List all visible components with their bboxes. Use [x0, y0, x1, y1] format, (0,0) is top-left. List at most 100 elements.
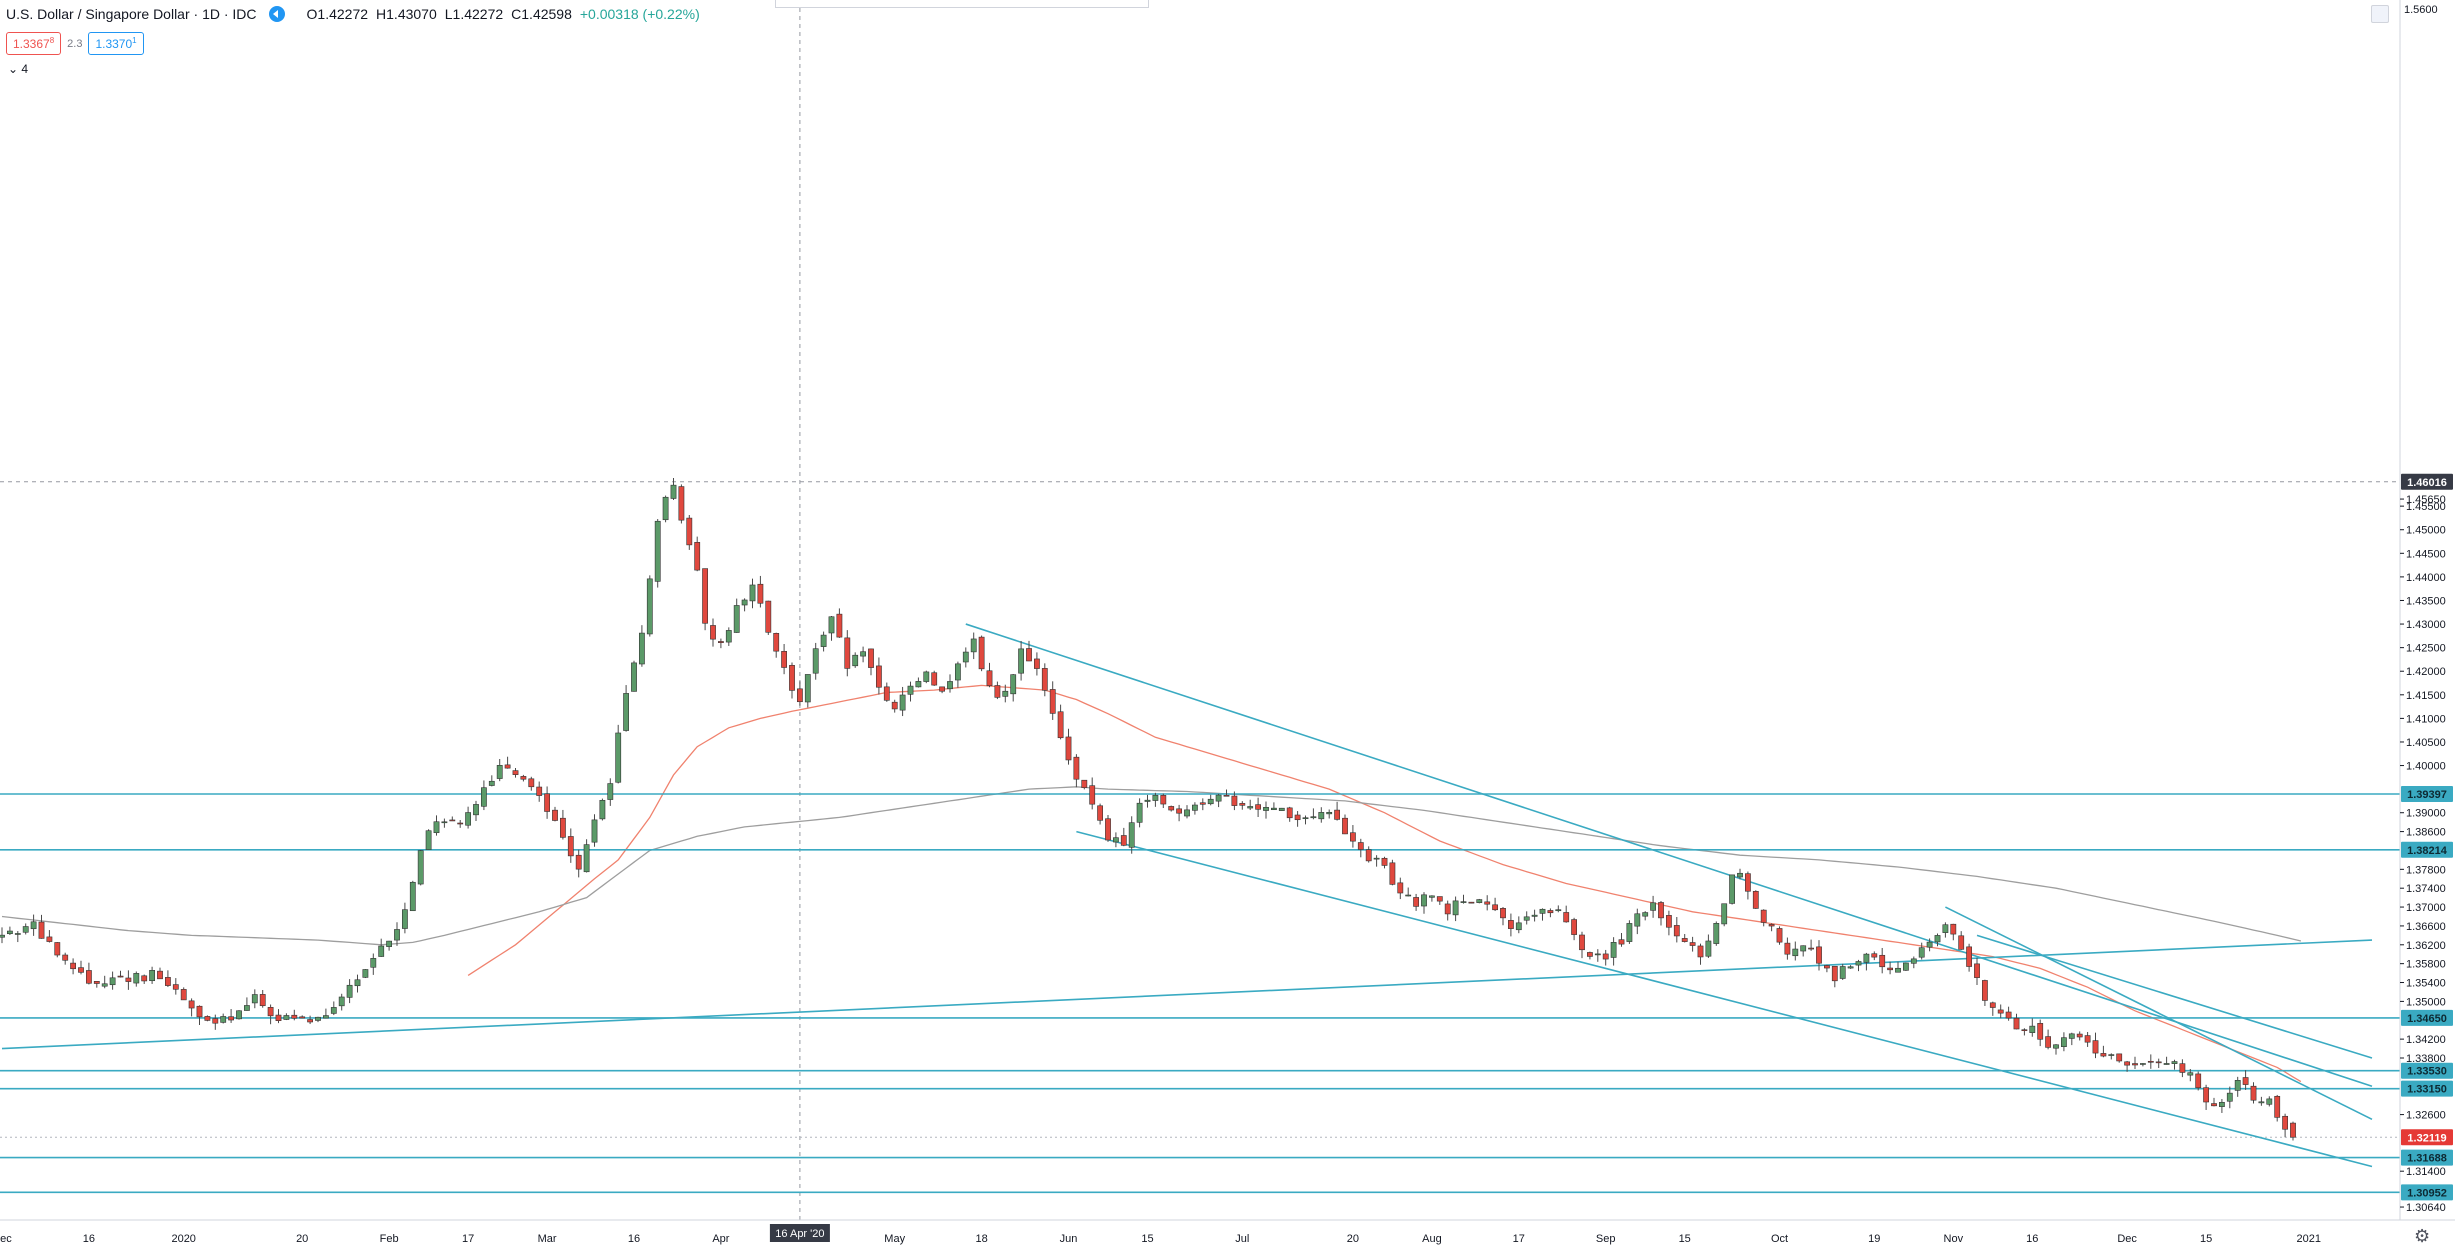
candle: [2226, 1086, 2233, 1109]
candle: [1594, 949, 1601, 962]
candle: [386, 940, 392, 951]
indicator-toggle[interactable]: ⌄ 4: [8, 62, 28, 76]
candle: [441, 818, 448, 828]
candle: [1887, 961, 1893, 975]
replay-icon[interactable]: [268, 6, 285, 22]
candle: [2021, 1028, 2028, 1036]
candle: [986, 662, 993, 688]
candle: [2155, 1058, 2162, 1069]
candle: [1950, 923, 1957, 941]
candle: [1642, 911, 1649, 921]
candle: [394, 922, 400, 946]
candle: [1223, 789, 1230, 797]
time-tick: 17: [462, 1233, 474, 1245]
candle: [236, 1010, 242, 1020]
candle: [994, 681, 1001, 700]
candle: [362, 969, 369, 979]
candle: [868, 648, 874, 676]
price-tick: 1.45650: [2406, 494, 2446, 506]
maximize-button[interactable]: [2371, 5, 2389, 23]
candle: [1626, 920, 1633, 944]
candle: [204, 1015, 211, 1022]
candle: [2187, 1068, 2194, 1082]
candle: [528, 776, 535, 791]
price-tick: 1.38600: [2406, 827, 2446, 839]
buy-button[interactable]: 1.33701: [88, 32, 144, 55]
candle: [1531, 909, 1538, 922]
candle: [283, 1013, 290, 1021]
candle: [1618, 932, 1625, 947]
time-tick: Feb: [380, 1233, 399, 1245]
candle: [512, 768, 519, 778]
candle: [38, 914, 45, 939]
candle: [2211, 1097, 2217, 1107]
candle: [2250, 1082, 2257, 1104]
candle: [1255, 797, 1261, 818]
ohlc-low: L1.42272: [444, 6, 504, 22]
candle: [93, 981, 100, 988]
candle: [2203, 1084, 2209, 1110]
candle: [1073, 754, 1080, 788]
candle: [1184, 805, 1190, 819]
candle: [22, 923, 29, 935]
candle: [2147, 1054, 2154, 1069]
price-tick: 1.36200: [2406, 940, 2446, 952]
candle: [2037, 1019, 2044, 1047]
sell-button[interactable]: 1.33678: [6, 32, 62, 55]
candle: [1294, 811, 1301, 827]
candle: [638, 625, 645, 667]
time-tick: May: [884, 1233, 905, 1245]
candle: [765, 600, 772, 635]
candle: [1136, 798, 1143, 828]
candle: [591, 814, 598, 847]
candle: [1918, 942, 1925, 960]
candle: [1373, 855, 1380, 867]
candle: [852, 652, 859, 668]
time-tick: Sep: [1596, 1233, 1616, 1245]
candle: [725, 627, 732, 646]
symbol-title[interactable]: U.S. Dollar / Singapore Dollar · 1D · ID…: [6, 6, 257, 22]
candle: [14, 931, 21, 943]
time-tick: 16: [83, 1233, 95, 1245]
candle: [749, 578, 756, 609]
candle: [2258, 1096, 2265, 1106]
gear-icon[interactable]: ⚙: [2414, 1226, 2431, 1246]
candle: [1650, 895, 1656, 918]
candle: [354, 974, 361, 993]
candle: [1207, 794, 1214, 806]
candle: [1421, 892, 1427, 914]
candle: [141, 974, 148, 984]
candle: [1286, 806, 1293, 822]
time-tick: Apr: [712, 1233, 729, 1245]
top-scroll-bar[interactable]: [775, 0, 1149, 8]
candle: [330, 1001, 337, 1016]
candle: [1302, 815, 1309, 825]
candle: [251, 989, 258, 1009]
candle: [1452, 896, 1459, 922]
candle: [2132, 1056, 2138, 1069]
candle: [559, 809, 566, 840]
candle: [2076, 1031, 2083, 1041]
candle: [1120, 827, 1127, 847]
candle: [2290, 1121, 2296, 1141]
candle: [1405, 887, 1412, 897]
price-label: 1.33530: [2401, 1062, 2453, 1079]
candle: [796, 681, 803, 706]
trend-line: [1076, 830, 2373, 1168]
candle: [1768, 923, 1775, 932]
candle: [1215, 793, 1222, 808]
candle: [433, 815, 440, 836]
candle: [820, 631, 827, 652]
candle: [962, 647, 969, 668]
svg-text:1.30952: 1.30952: [2407, 1187, 2447, 1199]
svg-text:1.39397: 1.39397: [2407, 789, 2447, 801]
candle: [544, 786, 550, 819]
price-tick: 1.45000: [2406, 525, 2446, 537]
candle: [212, 1014, 219, 1030]
candle: [552, 806, 558, 822]
indicator-count: 4: [21, 62, 29, 76]
price-tick: 1.35400: [2406, 978, 2446, 990]
candle: [1729, 874, 1735, 905]
candle: [228, 1009, 234, 1023]
